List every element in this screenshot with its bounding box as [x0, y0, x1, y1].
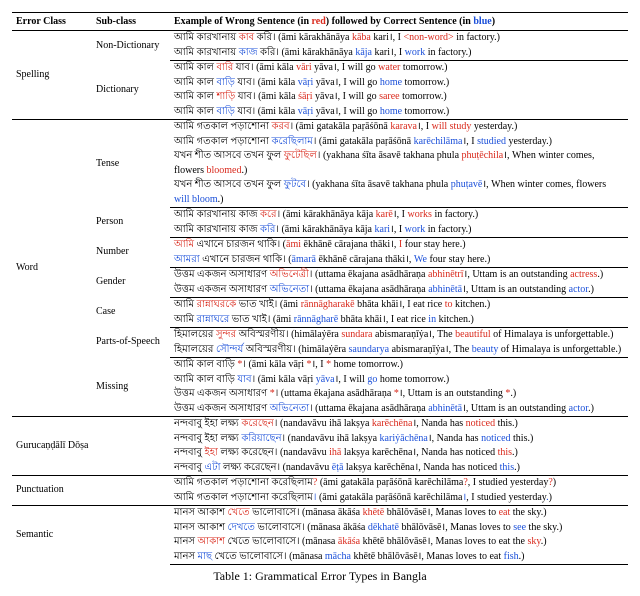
table-row: Gender উত্তম একজন অসাধারণ অভিনেত্রী। (ut… — [12, 268, 628, 283]
sub-class-cell: Dictionary — [92, 61, 170, 120]
example-cell: আমি কাল বাড়ি যাব। (āmi kāla vāṛi yāva।,… — [170, 76, 628, 91]
table-row: Gurucaṇḍālī Dōṣa নন্দবাবু ইহা লক্ষ্য করে… — [12, 417, 628, 432]
example-cell: আমি কাল বাড়ি যাব। (āmi kāla vāṛi yāva।,… — [170, 373, 628, 388]
example-cell: আমি কাল শাড়ি যাব। (āmi kāla śāṛi yāva।,… — [170, 90, 628, 105]
sub-class-cell: Person — [92, 208, 170, 238]
error-class-cell: Word — [12, 120, 92, 417]
table-row: Spelling Non-Dictionary আমি কারখানায় কা… — [12, 31, 628, 46]
example-cell: আমি এখানে চারজন থাকি। (āmi ēkhānē cāraja… — [170, 238, 628, 253]
table-row: Person আমি কারখানায় কাজ করে। (āmi kārak… — [12, 208, 628, 223]
sub-class-cell: Missing — [92, 358, 170, 417]
example-cell: হিমালয়ের সৌন্দর্য অবিস্মরণীয়। (himālaẏ… — [170, 343, 628, 358]
example-cell: আমি গতকাল পড়াশোনা করব। (āmi gatakāla pa… — [170, 120, 628, 135]
example-cell: আমি কারখানায় কাজ করে। (āmi kārakhānāya … — [170, 208, 628, 223]
table-row: Number আমি এখানে চারজন থাকি। (āmi ēkhānē… — [12, 238, 628, 253]
table-row: Parts-of-Speech হিমালয়ের সুন্দর অবিস্মর… — [12, 328, 628, 343]
example-cell: আমি কাল বাড়ি *। (āmi kāla vāṛi *।, I * … — [170, 358, 628, 373]
header-error-class: Error Class — [12, 13, 92, 31]
sub-class-cell: Parts-of-Speech — [92, 328, 170, 358]
example-cell: আমি গতকাল পড়াশোনা করেছিলাম। (āmi gatakā… — [170, 491, 628, 506]
example-cell: উত্তম একজন অসাধারণ অভিনেতা। (uttama ēkaj… — [170, 283, 628, 298]
sub-class-cell: Number — [92, 238, 170, 268]
example-cell: যখন শীত আসবে তখন ফুল ফুটবে। (yakhana śīt… — [170, 178, 628, 208]
example-cell: মানস আকাশ দেখতে ভালোবাসে। (mānasa ākāśa … — [170, 521, 628, 536]
sub-class-cell: Tense — [92, 120, 170, 208]
example-cell: আমি কারখানায় কাজ করি। (āmi kārakhānāya … — [170, 46, 628, 61]
example-cell: উত্তম একজন অসাধারণ *। (uttama ēkajana as… — [170, 387, 628, 402]
example-cell: আমি কাল বাড়ি যাব। (āmi kāla vāṛi yāva।,… — [170, 105, 628, 120]
table-row: Word Tense আমি গতকাল পড়াশোনা করব। (āmi … — [12, 120, 628, 135]
example-cell: আমি কাল বারি যাব। (āmi kāla vāri yāva।, … — [170, 61, 628, 76]
example-cell: মানস মাছ খেতে ভালোবাসে। (mānasa mācha kh… — [170, 550, 628, 565]
sub-class-cell: Non-Dictionary — [92, 31, 170, 61]
table-row: Semantic মানস আকাশ খেতে ভালোবাসে। (mānas… — [12, 506, 628, 521]
example-cell: মানস আকাশ খেতে ভালোবাসে। (mānasa ākāśa k… — [170, 535, 628, 550]
example-cell: নন্দবাবু ইহা লক্ষ্য করিয়াছেন। (nandavāv… — [170, 432, 628, 447]
example-cell: যখন শীত আসবে তখন ফুল ফুটেছিল। (yakhana ś… — [170, 149, 628, 178]
example-cell: নন্দবাবু এটা লক্ষ্য করেছেন। (nandavāvu ē… — [170, 461, 628, 476]
example-cell: নন্দবাবু ইহা লক্ষ্য করেছেন। (nandavāvu i… — [170, 417, 628, 432]
sub-class-cell: Gender — [92, 268, 170, 298]
example-cell: আমি গতকাল পড়াশোনা করেছিলাম? (āmi gatakā… — [170, 476, 628, 491]
sub-class-cell: Case — [92, 298, 170, 328]
example-cell: নন্দবাবু ইহা লক্ষ্য করেছেন। (nandavāvu i… — [170, 446, 628, 461]
example-cell: হিমালয়ের সুন্দর অবিস্মরণীয়। (himālaẏēr… — [170, 328, 628, 343]
table-row: Case আমি রান্নাঘরকে ভাত খাই। (āmi rānnāg… — [12, 298, 628, 313]
example-cell: উত্তম একজন অসাধারণ অভিনেতা। (uttama ēkaj… — [170, 402, 628, 417]
table-row: Dictionary আমি কাল বারি যাব। (āmi kāla v… — [12, 61, 628, 76]
table-row: Missing আমি কাল বাড়ি *। (āmi kāla vāṛi … — [12, 358, 628, 373]
header-sub-class: Sub-class — [92, 13, 170, 31]
error-class-cell: Spelling — [12, 31, 92, 120]
example-cell: উত্তম একজন অসাধারণ অভিনেত্রী। (uttama ēk… — [170, 268, 628, 283]
example-cell: আমি কারখানায় কাজ করি। (āmi kārakhānāya … — [170, 223, 628, 238]
table-caption: Table 1: Grammatical Error Types in Bang… — [12, 565, 628, 584]
error-class-cell: Semantic — [12, 506, 170, 565]
example-cell: মানস আকাশ খেতে ভালোবাসে। (mānasa ākāśa k… — [170, 506, 628, 521]
example-cell: আমি রান্নাঘরকে ভাত খাই। (āmi rānnāgharak… — [170, 298, 628, 313]
error-types-table: Error Class Sub-class Example of Wrong S… — [12, 12, 628, 565]
table-row: Punctuation আমি গতকাল পড়াশোনা করেছিলাম?… — [12, 476, 628, 491]
example-cell: আমি রান্নাঘরে ভাত খাই। (āmi rānnāgharē b… — [170, 313, 628, 328]
error-class-cell: Gurucaṇḍālī Dōṣa — [12, 417, 170, 476]
example-cell: আমি কারখানায় কাব করি। (āmi kārakhānāya … — [170, 31, 628, 46]
header-example: Example of Wrong Sentence (in red) follo… — [170, 13, 628, 31]
example-cell: আমরা এখানে চারজন থাকি। (āmarā ēkhānē cār… — [170, 253, 628, 268]
error-class-cell: Punctuation — [12, 476, 170, 506]
example-cell: আমি গতকাল পড়াশোনা করেছিলাম। (āmi gatakā… — [170, 135, 628, 150]
